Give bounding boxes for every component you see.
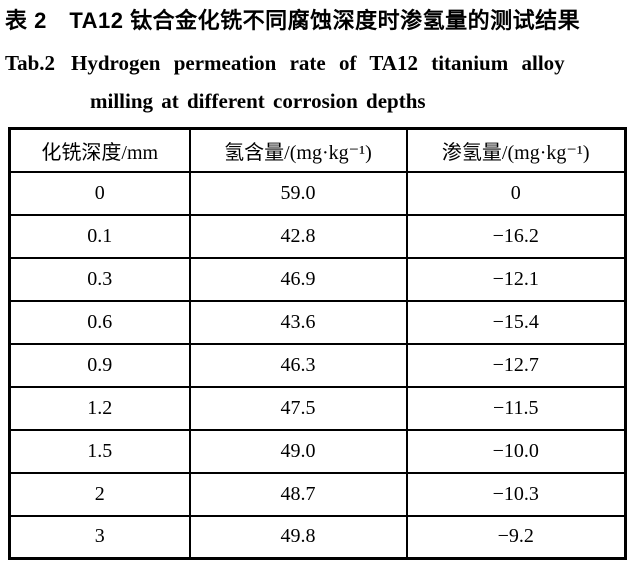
table-cell: 0.9 bbox=[8, 342, 191, 388]
table-cell: 1.2 bbox=[8, 385, 191, 431]
table-row: 1.5 49.0 −10.0 bbox=[8, 428, 627, 474]
data-table: 化铣深度/mm 氢含量/(mg·kg⁻¹) 渗氢量/(mg·kg⁻¹) 0 59.0 0… bbox=[8, 127, 627, 560]
table-cell: −10.0 bbox=[405, 428, 627, 474]
table-row: 0.3 46.9 −12.1 bbox=[8, 256, 627, 302]
table-cell: −16.2 bbox=[405, 213, 627, 259]
table-number-label: Tab.2 bbox=[5, 51, 56, 75]
table-cell: 46.9 bbox=[188, 256, 408, 302]
column-header: 渗氢量/(mg·kg⁻¹) bbox=[405, 127, 627, 173]
table-cell: 2 bbox=[8, 471, 191, 517]
table-cell: 42.8 bbox=[188, 213, 408, 259]
table-cell: −15.4 bbox=[405, 299, 627, 345]
column-header: 化铣深度/mm bbox=[8, 127, 191, 173]
table-caption-english-line1: Tab.2 Hydrogen permeation rate of TA12 ti… bbox=[0, 50, 632, 76]
table-cell: −12.7 bbox=[405, 342, 627, 388]
table-cell: −12.1 bbox=[405, 256, 627, 302]
table-cell: 47.5 bbox=[188, 385, 408, 431]
table-row: 1.2 47.5 −11.5 bbox=[8, 385, 627, 431]
table-cell: −11.5 bbox=[405, 385, 627, 431]
table-cell: −10.3 bbox=[405, 471, 627, 517]
table-cell: 48.7 bbox=[188, 471, 408, 517]
table-cell: 0.6 bbox=[8, 299, 191, 345]
table-cell: 0 bbox=[405, 170, 627, 216]
table-cell: 3 bbox=[8, 514, 191, 560]
table-cell: 49.0 bbox=[188, 428, 408, 474]
table-cell: 1.5 bbox=[8, 428, 191, 474]
table-row: 2 48.7 −10.3 bbox=[8, 471, 627, 517]
table-cell: 46.3 bbox=[188, 342, 408, 388]
table-row: 0.9 46.3 −12.7 bbox=[8, 342, 627, 388]
table-cell: 0.1 bbox=[8, 213, 191, 259]
table-row: 0.6 43.6 −15.4 bbox=[8, 299, 627, 345]
table-row: 3 49.8 −9.2 bbox=[8, 514, 627, 560]
table-cell: 49.8 bbox=[188, 514, 408, 560]
table-cell: 0.3 bbox=[8, 256, 191, 302]
table-row: 0 59.0 0 bbox=[8, 170, 627, 216]
header-row: 化铣深度/mm 氢含量/(mg·kg⁻¹) 渗氢量/(mg·kg⁻¹) bbox=[8, 127, 627, 173]
table-cell: 59.0 bbox=[188, 170, 408, 216]
column-header: 氢含量/(mg·kg⁻¹) bbox=[188, 127, 408, 173]
table-caption-chinese: 表 2 TA12 钛合金化铣不同腐蚀深度时渗氢量的测试结果 bbox=[5, 8, 581, 33]
table-body: 0 59.0 0 0.1 42.8 −16.2 0.3 46.9 −12.1 0.6 43.6 −15… bbox=[8, 170, 627, 560]
table-caption-english-line2: milling at different corrosion depths bbox=[90, 89, 426, 113]
table-cell: 0 bbox=[8, 170, 191, 216]
table-cell: −9.2 bbox=[405, 514, 627, 560]
table-caption-english-text: Hydrogen permeation rate of TA12 titaniu… bbox=[71, 51, 565, 75]
table-cell: 43.6 bbox=[188, 299, 408, 345]
table-row: 0.1 42.8 −16.2 bbox=[8, 213, 627, 259]
